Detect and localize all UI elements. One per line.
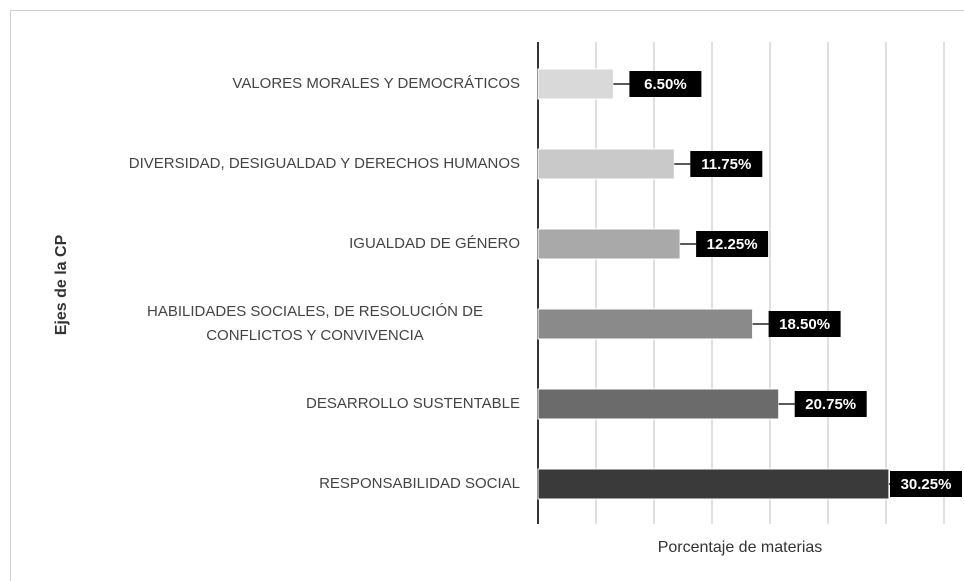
bar (537, 388, 780, 420)
y-tick-label: HABILIDADES SOCIALES, DE RESOLUCIÓN DE C… (147, 303, 483, 344)
value-label-box (690, 151, 763, 177)
category-label-box: IGUALDAD DE GÉNERO (60, 204, 520, 284)
y-tick-label: IGUALDAD DE GÉNERO (349, 235, 520, 252)
bar (537, 228, 681, 260)
value-label-box (629, 71, 702, 97)
category-label-box: VALORES MORALES Y DEMOCRÁTICOS (60, 44, 520, 124)
y-tick-label: RESPONSABILIDAD SOCIAL (319, 475, 520, 492)
y-tick-label: DESARROLLO SUSTENTABLE (306, 395, 520, 412)
category-label-box: DESARROLLO SUSTENTABLE (60, 364, 520, 444)
y-axis-title: Ejes de la CP (53, 234, 70, 335)
bar (537, 68, 614, 100)
value-label: 11.75% (701, 156, 751, 173)
bar (537, 148, 675, 180)
value-label: 18.50% (779, 316, 830, 333)
value-label: 30.25% (901, 476, 952, 493)
value-label-box (696, 231, 769, 257)
category-label-box: DIVERSIDAD, DESIGUALDAD Y DERECHOS HUMAN… (60, 124, 520, 204)
bar (537, 468, 890, 500)
y-tick-label: VALORES MORALES Y DEMOCRÁTICOS (232, 75, 520, 92)
value-label: 6.50% (644, 76, 687, 93)
value-label: 20.75% (805, 396, 856, 413)
y-tick-label: DIVERSIDAD, DESIGUALDAD Y DERECHOS HUMAN… (128, 155, 520, 172)
value-label-box (768, 311, 841, 337)
category-label-box: HABILIDADES SOCIALES, DE RESOLUCIÓN DE C… (60, 284, 520, 364)
value-label-box (890, 471, 962, 497)
category-label-box: RESPONSABILIDAD SOCIAL (60, 444, 520, 524)
value-label: 12.25% (707, 236, 758, 253)
value-label-box (794, 391, 867, 417)
chart-frame (10, 10, 964, 581)
x-axis-title: Porcentaje de materias (658, 539, 823, 556)
bar (537, 308, 754, 340)
